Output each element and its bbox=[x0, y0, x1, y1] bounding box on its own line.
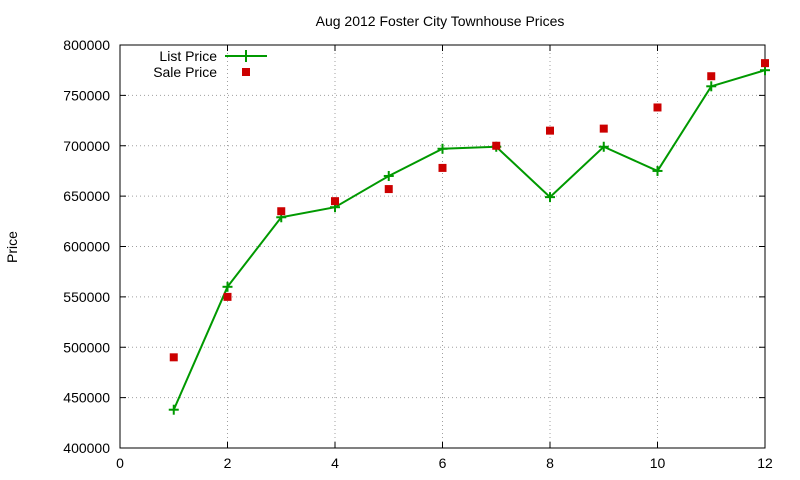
y-tick-label: 550000 bbox=[63, 289, 110, 305]
y-tick-label: 650000 bbox=[63, 188, 110, 204]
y-tick-label: 500000 bbox=[63, 339, 110, 355]
y-tick-label: 400000 bbox=[63, 440, 110, 456]
x-tick-label: 4 bbox=[331, 455, 339, 471]
sale-price-point bbox=[384, 185, 393, 194]
tick-layer: 400000 450000 500000 550000 600000 650000 7000… bbox=[63, 37, 773, 471]
list-price-point bbox=[598, 141, 609, 152]
list-price-point bbox=[652, 165, 663, 176]
legend-marker-list-price bbox=[240, 50, 252, 62]
list-price-point bbox=[545, 192, 555, 203]
x-tick-label: 2 bbox=[224, 455, 232, 471]
legend-label-list-price: List Price bbox=[159, 48, 217, 64]
sale-price-point bbox=[331, 197, 339, 206]
legend-marker-sale-price bbox=[242, 68, 250, 76]
series-layer bbox=[168, 59, 770, 415]
sale-price-point bbox=[653, 103, 662, 112]
y-axis-title: Price bbox=[4, 231, 20, 263]
y-tick-label: 800000 bbox=[63, 37, 110, 53]
sale-price-point bbox=[277, 207, 286, 216]
sale-price-point bbox=[223, 292, 232, 301]
list-price-point bbox=[706, 81, 717, 92]
list-price-point bbox=[222, 281, 233, 292]
list-price-point bbox=[383, 170, 394, 181]
x-tick-label: 6 bbox=[439, 455, 447, 471]
y-tick-label: 700000 bbox=[63, 138, 110, 154]
x-tick-label: 8 bbox=[546, 455, 554, 471]
sale-price-point bbox=[707, 72, 716, 81]
y-tick-label: 750000 bbox=[63, 87, 110, 103]
sale-price-point bbox=[546, 126, 554, 135]
legend-label-sale-price: Sale Price bbox=[153, 64, 217, 80]
sale-price-point bbox=[438, 163, 447, 172]
y-tick-label: 600000 bbox=[63, 239, 110, 255]
x-tick-label: 12 bbox=[757, 455, 773, 471]
grid-layer bbox=[120, 45, 765, 448]
sale-price-point bbox=[492, 141, 501, 150]
y-tick-label: 450000 bbox=[63, 390, 110, 406]
x-tick-label: 10 bbox=[650, 455, 666, 471]
sale-price-point bbox=[169, 353, 178, 362]
list-price-point bbox=[437, 143, 448, 154]
list-price-line bbox=[172, 69, 766, 411]
sale-price-point bbox=[599, 124, 608, 133]
x-tick-label: 0 bbox=[116, 455, 124, 471]
sale-price-point bbox=[761, 59, 769, 68]
legend: List Price Sale Price bbox=[153, 48, 267, 80]
list-price-point bbox=[168, 404, 179, 415]
chart-title: Aug 2012 Foster City Townhouse Prices bbox=[316, 13, 565, 29]
